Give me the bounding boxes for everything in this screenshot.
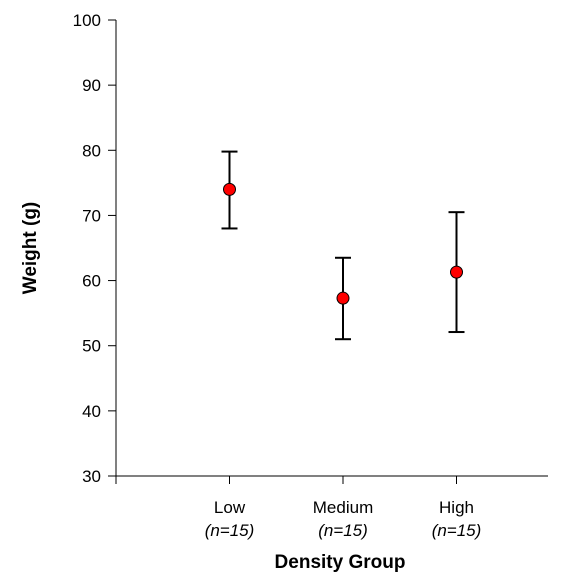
y-tick-label: 30 xyxy=(82,467,101,486)
data-point xyxy=(336,291,350,305)
data-point xyxy=(450,265,463,279)
y-tick-label: 100 xyxy=(73,11,101,30)
y-tick-label: 90 xyxy=(82,76,101,95)
y-tick-label: 60 xyxy=(82,272,101,291)
x-sample-size-label: (n=15) xyxy=(432,521,482,540)
x-category-label: High xyxy=(439,498,474,517)
y-axis-ticks: 30 40 50 60 70 80 90 100 xyxy=(73,11,116,486)
x-axis-title: Density Group xyxy=(275,552,406,573)
y-axis-title: Weight (g) xyxy=(20,202,41,295)
y-tick-label: 80 xyxy=(82,141,101,160)
axes xyxy=(115,20,548,477)
y-tick-label: 40 xyxy=(82,402,101,421)
y-tick-label: 70 xyxy=(82,206,101,225)
data-point xyxy=(223,182,236,196)
x-axis-ticks: Low (n=15) Medium (n=15) High (n=15) xyxy=(115,476,482,540)
x-sample-size-label: (n=15) xyxy=(318,521,368,540)
x-category-label: Low xyxy=(214,498,246,517)
x-sample-size-label: (n=15) xyxy=(205,521,255,540)
x-category-label: Medium xyxy=(313,498,373,517)
data-marks xyxy=(221,150,465,341)
y-tick-label: 50 xyxy=(82,337,101,356)
